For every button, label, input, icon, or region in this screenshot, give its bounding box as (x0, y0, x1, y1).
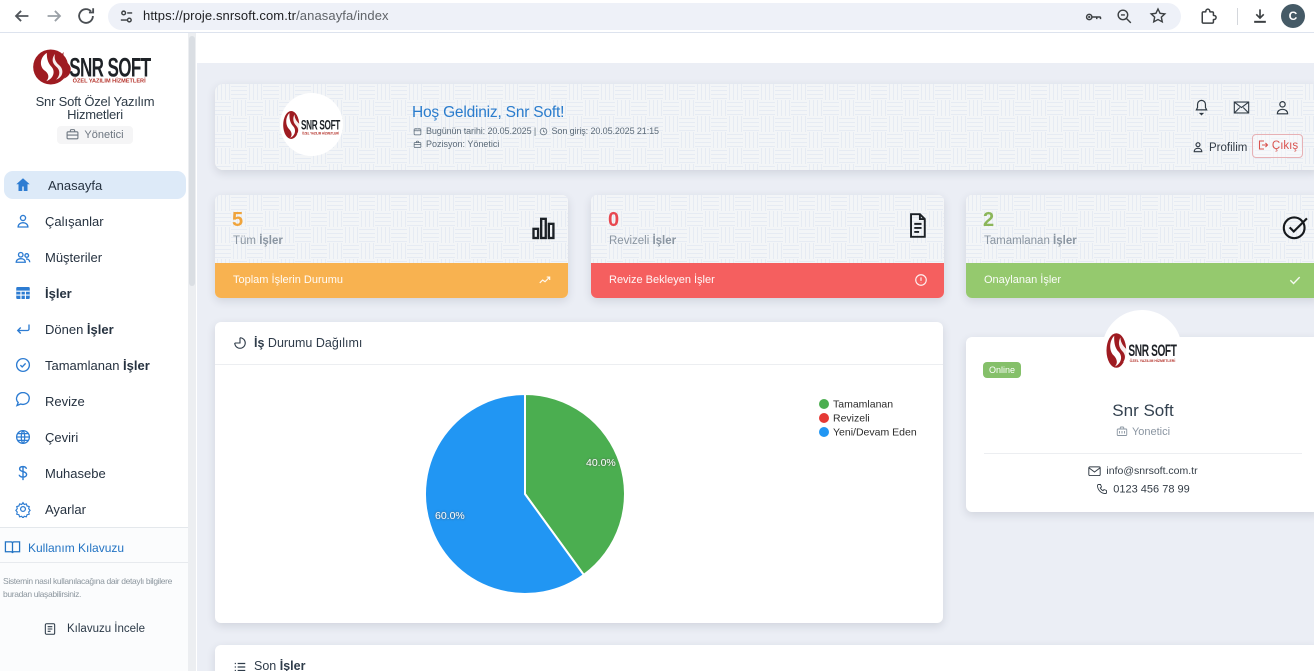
svg-text:SNR SOFT: SNR SOFT (1128, 341, 1176, 360)
svg-text:ÖZEL YAZILIM HİZMETLERİ: ÖZEL YAZILIM HİZMETLERİ (302, 130, 339, 135)
svg-text:SNR SOFT: SNR SOFT (301, 117, 341, 132)
svg-text:SNR SOFT: SNR SOFT (69, 52, 151, 83)
svg-text:40.0%: 40.0% (586, 457, 616, 469)
svg-text:ÖZEL YAZILIM HİZMETLERİ: ÖZEL YAZILIM HİZMETLERİ (73, 78, 146, 85)
svg-text:60.0%: 60.0% (435, 510, 465, 522)
svg-text:ÖZEL YAZILIM HİZMETLERİ: ÖZEL YAZILIM HİZMETLERİ (1130, 358, 1176, 363)
